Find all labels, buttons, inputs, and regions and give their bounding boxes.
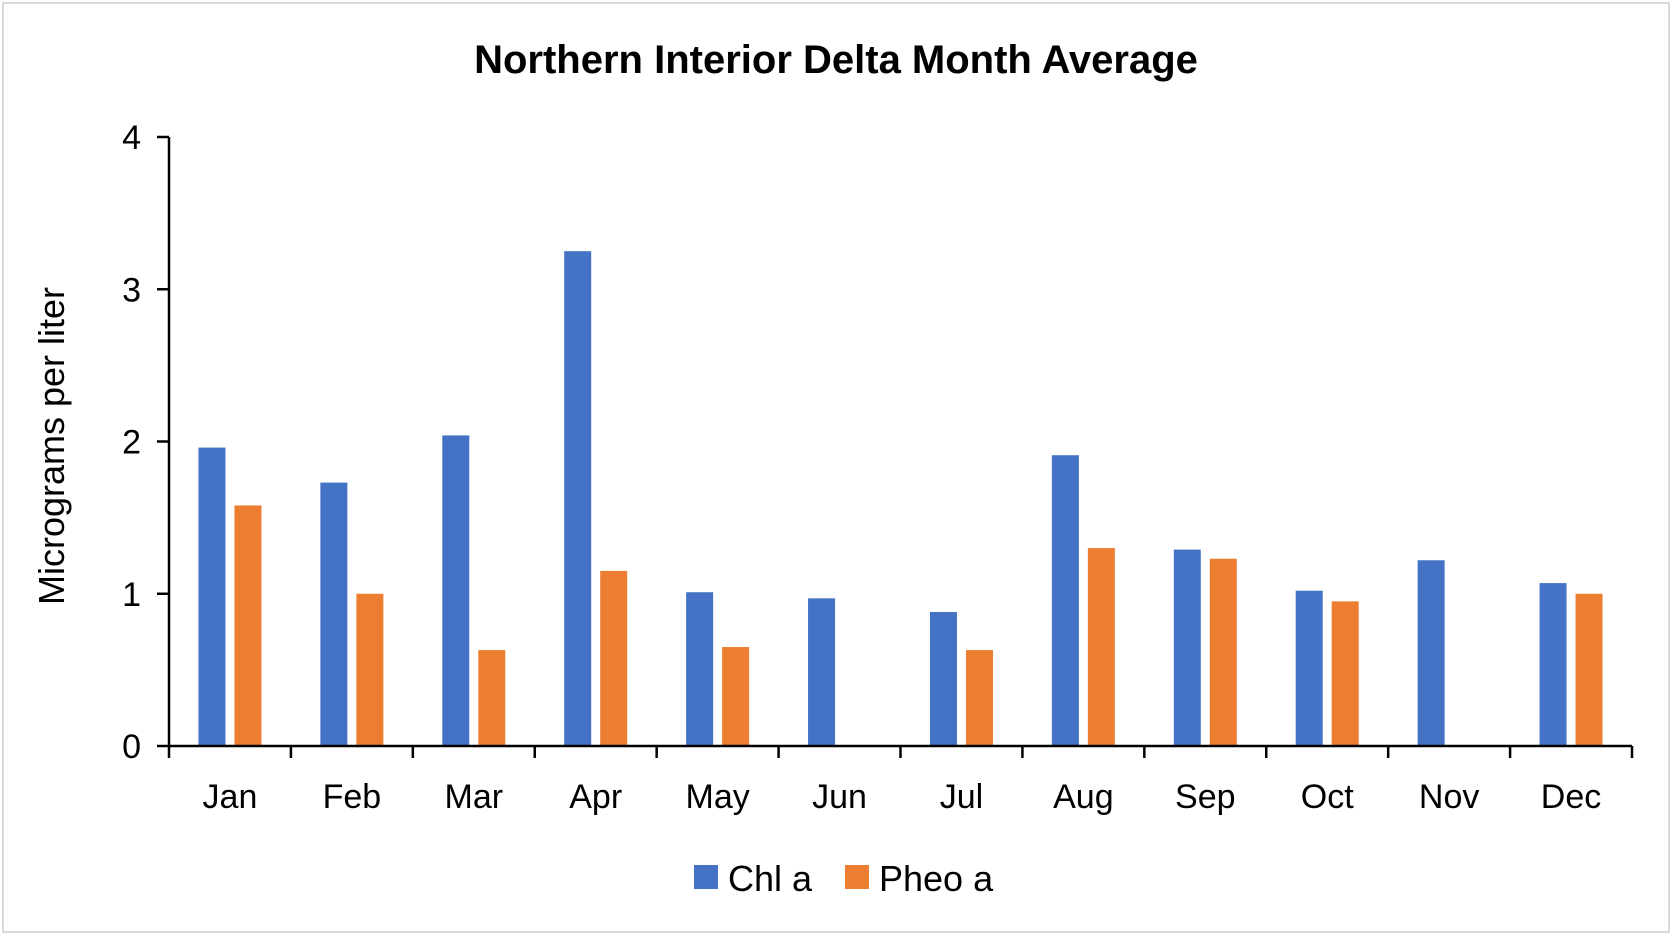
bar-chl-a-dec: [1539, 583, 1567, 746]
x-tick-label-mar: Mar: [445, 778, 504, 816]
x-tick-label-apr: Apr: [569, 778, 622, 816]
x-tick-label-sep: Sep: [1175, 778, 1236, 816]
x-tick-label-feb: Feb: [323, 778, 382, 816]
bars-group: [198, 251, 1603, 746]
bar-pheo-a-mar: [478, 650, 506, 746]
bar-pheo-a-feb: [356, 593, 384, 746]
y-axis-title: Micrograms per liter: [31, 287, 72, 605]
x-tick-label-dec: Dec: [1541, 778, 1601, 816]
bar-pheo-a-may: [722, 647, 750, 746]
y-axis: 0 1 2 3 4: [122, 119, 171, 766]
bar-chl-a-jan: [198, 447, 226, 746]
bar-pheo-a-sep: [1209, 558, 1237, 746]
legend-swatch-pheo-a: [845, 865, 869, 889]
x-tick-label-jan: Jan: [203, 778, 258, 816]
x-tick-label-nov: Nov: [1419, 778, 1479, 816]
bar-pheo-a-aug: [1087, 548, 1115, 746]
bar-chl-a-may: [686, 592, 714, 746]
bar-pheo-a-apr: [600, 570, 628, 746]
bar-pheo-a-dec: [1575, 593, 1603, 746]
x-tick-label-jun: Jun: [812, 778, 867, 816]
bar-chl-a-mar: [442, 435, 470, 746]
legend-label-chl-a: Chl a: [728, 858, 813, 899]
bar-pheo-a-oct: [1331, 601, 1359, 746]
bar-chl-a-aug: [1051, 455, 1079, 746]
bar-pheo-a-jul: [965, 650, 993, 746]
legend-label-pheo-a: Pheo a: [879, 858, 994, 899]
bar-chl-a-nov: [1417, 560, 1445, 746]
y-tick-label: 2: [122, 424, 141, 462]
legend: Chl a Pheo a: [694, 858, 994, 899]
bar-chl-a-jun: [808, 598, 836, 746]
bar-chl-a-oct: [1295, 590, 1323, 746]
bar-chl-a-sep: [1173, 549, 1201, 746]
x-tick-label-jul: Jul: [940, 778, 983, 816]
legend-swatch-chl-a: [694, 865, 718, 889]
y-tick-label: 3: [122, 271, 141, 309]
bar-chl-a-apr: [564, 251, 592, 746]
y-tick-label: 1: [122, 576, 141, 614]
bar-chl-a-feb: [320, 482, 348, 746]
bar-chl-a-jul: [929, 612, 957, 746]
x-tick-label-may: May: [686, 778, 750, 816]
y-tick-label: 4: [122, 119, 141, 157]
x-axis: Jan Feb Mar Apr May Jun Jul Aug Sep Oct Nov Dec: [167, 744, 1634, 816]
chart-title: Northern Interior Delta Month Average: [474, 38, 1198, 82]
x-tick-label-oct: Oct: [1301, 778, 1354, 816]
x-tick-label-aug: Aug: [1053, 778, 1114, 816]
bar-pheo-a-jan: [234, 505, 262, 746]
y-tick-label: 0: [122, 728, 141, 766]
